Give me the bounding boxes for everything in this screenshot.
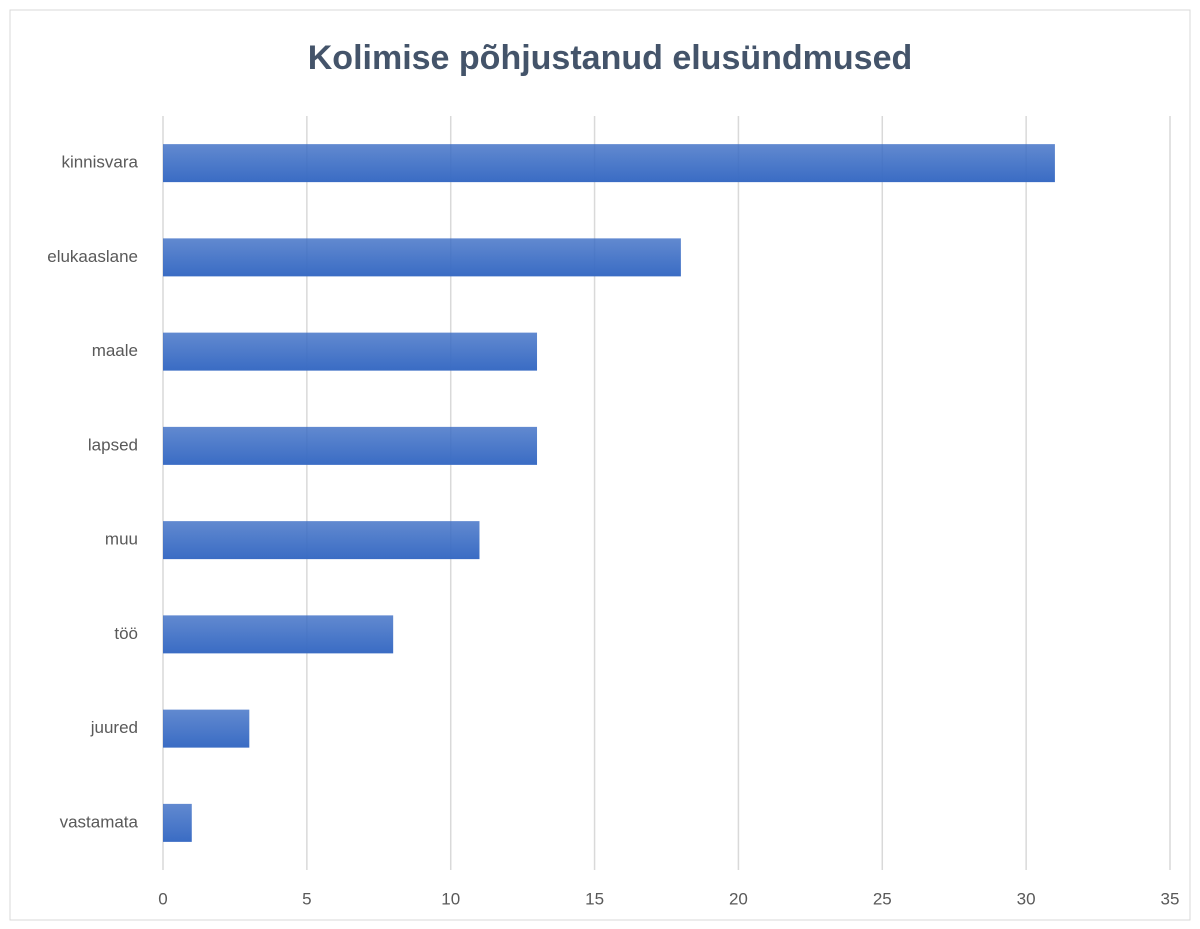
x-tick-label: 10 <box>441 889 460 908</box>
x-tick-label: 35 <box>1161 889 1180 908</box>
x-tick-label: 25 <box>873 889 892 908</box>
x-tick-label: 20 <box>729 889 748 908</box>
chart-title: Kolimise põhjustanud elusündmused <box>308 39 913 77</box>
y-tick-label: elukaaslane <box>47 247 138 266</box>
y-tick-label: töö <box>114 624 138 643</box>
bar <box>163 144 1055 183</box>
x-tick-label: 0 <box>158 889 167 908</box>
y-tick-label: maale <box>92 341 138 360</box>
bar <box>163 332 538 371</box>
bar <box>163 426 538 465</box>
bar <box>163 238 681 277</box>
x-tick-label: 5 <box>302 889 311 908</box>
y-tick-label: juured <box>90 718 138 737</box>
bar <box>163 521 480 560</box>
x-tick-label: 15 <box>585 889 604 908</box>
y-tick-label: vastamata <box>60 812 139 831</box>
bar <box>163 803 192 842</box>
x-tick-label: 30 <box>1017 889 1036 908</box>
y-tick-label: kinnisvara <box>61 153 138 172</box>
bar <box>163 709 250 748</box>
y-tick-label: muu <box>105 530 138 549</box>
y-tick-label: lapsed <box>88 435 138 454</box>
bar <box>163 615 394 654</box>
